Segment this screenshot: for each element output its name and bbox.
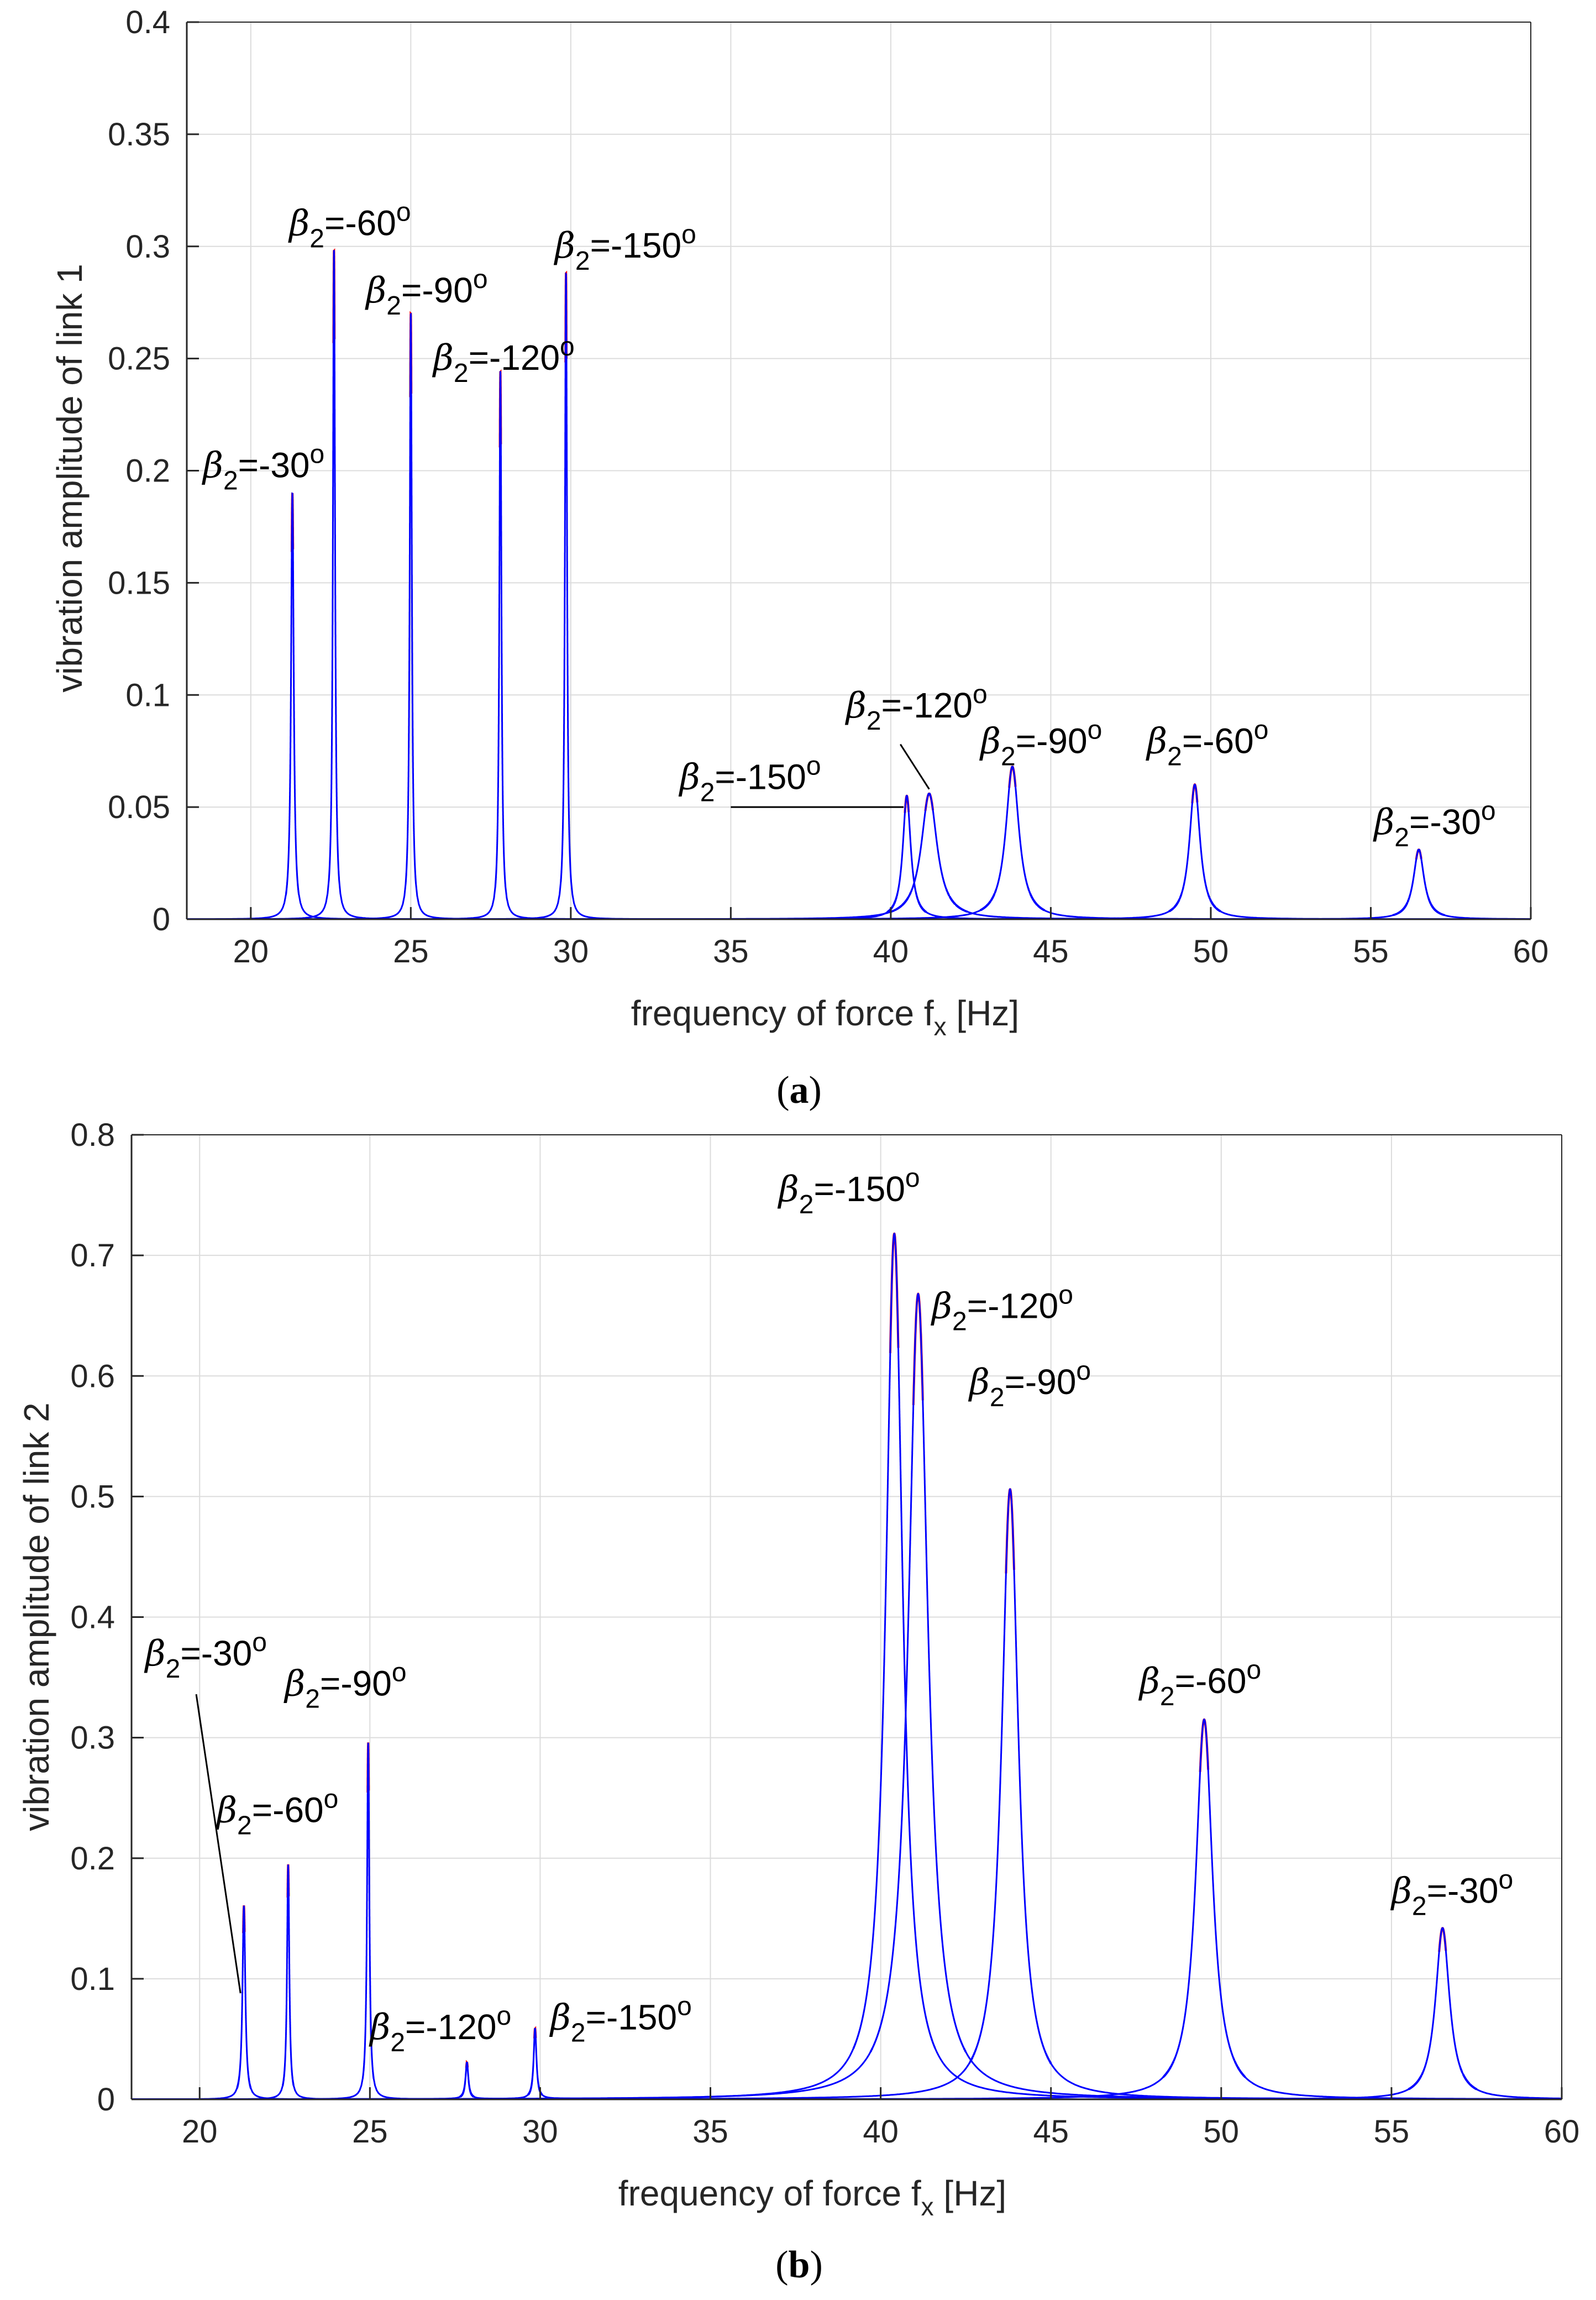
series-line--90 (132, 1488, 1562, 2100)
peak-annotation: β2=-120o (369, 2002, 511, 2057)
y-tick-label: 0.4 (70, 1600, 115, 1636)
y-tick-label: 0.3 (125, 229, 170, 265)
x-tick-label: 50 (1193, 934, 1229, 970)
y-tick-label: 0.6 (70, 1358, 115, 1394)
series-line--120 (187, 371, 1531, 920)
x-tick-label: 20 (182, 2114, 218, 2150)
peak-annotation: β2=-60o (1138, 1655, 1261, 1711)
series-line--150 (187, 273, 1531, 920)
x-tick-label: 25 (393, 934, 429, 970)
y-tick-label: 0.2 (125, 453, 170, 489)
x-tick-label: 20 (233, 934, 269, 970)
peak-annotation: β2=-120o (432, 332, 575, 388)
peak-annotation: β2=-90o (284, 1658, 406, 1714)
y-tick-label: 0.5 (70, 1479, 115, 1515)
panel-label-a: (a) (776, 1069, 822, 1112)
x-tick-label: 45 (1033, 934, 1069, 970)
curves-a (187, 248, 1531, 920)
x-tick-label: 60 (1544, 2114, 1580, 2150)
annotations-b: β2=-150o β2=-120o β2=-90o β2=-30o β2=-90o β2=… (144, 1164, 1514, 2057)
panel-label-b: (b) (775, 2244, 823, 2286)
x-tick-label: 55 (1374, 2114, 1410, 2150)
peak-annotation: β2=-60o (216, 1784, 338, 1840)
peak-annotation: β2=-90o (365, 265, 487, 321)
x-tick-label: 40 (863, 2114, 899, 2150)
series-line--90 (187, 313, 1531, 920)
y-axis-label-b: vibration amplitude of link 2 (17, 1402, 56, 1831)
annotations-a: β2=-60o β2=-90o β2=-150o β2=-120o β2=-30o β2=… (202, 197, 1496, 852)
y-tick-label: 0.4 (125, 4, 170, 40)
series-line--30 (187, 492, 1531, 920)
leader-line-1 (900, 743, 930, 790)
x-tick-label: 35 (713, 934, 749, 970)
series-line--60 (132, 1719, 1562, 2100)
peak-annotation: β2=-150o (778, 1164, 920, 1219)
peak-annotation: β2=-60o (288, 197, 411, 253)
x-tick-label: 40 (873, 934, 909, 970)
panel-b: 20 25 30 35 40 45 50 55 60 0 0.1 0.2 0.3 0.4 0.5 0.6 0.7… (17, 1117, 1579, 2286)
peak-annotation: β2=-30o (202, 440, 324, 496)
peak-annotation: β2=-90o (968, 1356, 1091, 1412)
y-tick-label: 0 (153, 902, 170, 937)
peak-annotation: β2=-60o (1146, 716, 1268, 772)
y-tick-label: 0.05 (108, 789, 170, 825)
peak-annotation: β2=-30o (1390, 1865, 1513, 1921)
x-tick-label: 55 (1353, 934, 1389, 970)
y-tick-label: 0.1 (70, 1961, 115, 1997)
axes-b: 20 25 30 35 40 45 50 55 60 0 0.1 0.2 0.3 0.4 0.5 0.6 0.7… (70, 1117, 1579, 2150)
y-tick-label: 0.7 (70, 1238, 115, 1274)
x-tick-label: 45 (1033, 2114, 1069, 2150)
x-tick-label: 30 (553, 934, 589, 970)
axes-a: 20 25 30 35 40 45 50 55 60 0 0.05 0.1 0.15 0.2 0.25 0.3… (108, 4, 1548, 970)
curves-b (132, 1232, 1562, 2100)
y-tick-label: 0.8 (70, 1117, 115, 1153)
x-axis-label-b: frequency of force fx [Hz] (618, 2173, 1006, 2221)
y-tick-label: 0.3 (70, 1720, 115, 1756)
peak-annotation: β2=-120o (931, 1281, 1073, 1337)
series-line--120 (132, 1293, 1562, 2100)
peak-annotation: β2=-30o (144, 1628, 267, 1684)
peak-annotation: β2=-120o (845, 680, 988, 736)
series-line--150 (132, 1233, 1562, 2100)
y-axis-label-a: vibration amplitude of link 1 (50, 264, 90, 693)
y-tick-label: 0.35 (108, 117, 170, 153)
x-tick-label: 50 (1204, 2114, 1240, 2150)
panel-a: 20 25 30 35 40 45 50 55 60 0 0.05 0.1 0.15 0.2 0.25 0.3… (50, 4, 1548, 1112)
x-tick-label: 30 (522, 2114, 558, 2150)
y-tick-label: 0.25 (108, 341, 170, 377)
peak-annotation: β2=-90o (979, 716, 1102, 772)
x-tick-label: 25 (352, 2114, 388, 2150)
peak-annotation: β2=-30o (1373, 797, 1495, 852)
y-tick-label: 0.15 (108, 565, 170, 601)
peak-annotation: β2=-150o (549, 1992, 692, 2047)
peak-annotation: β2=-150o (679, 752, 821, 808)
x-tick-label: 35 (692, 2114, 728, 2150)
leader-line-0 (195, 1694, 242, 1994)
peak-annotation: β2=-150o (554, 220, 696, 276)
y-tick-label: 0.2 (70, 1841, 115, 1877)
x-tick-label: 60 (1513, 934, 1549, 970)
x-axis-label-a: frequency of force fx [Hz] (631, 993, 1019, 1041)
y-tick-label: 0 (97, 2082, 115, 2118)
y-tick-label: 0.1 (125, 677, 170, 713)
series-line--60 (187, 250, 1531, 920)
